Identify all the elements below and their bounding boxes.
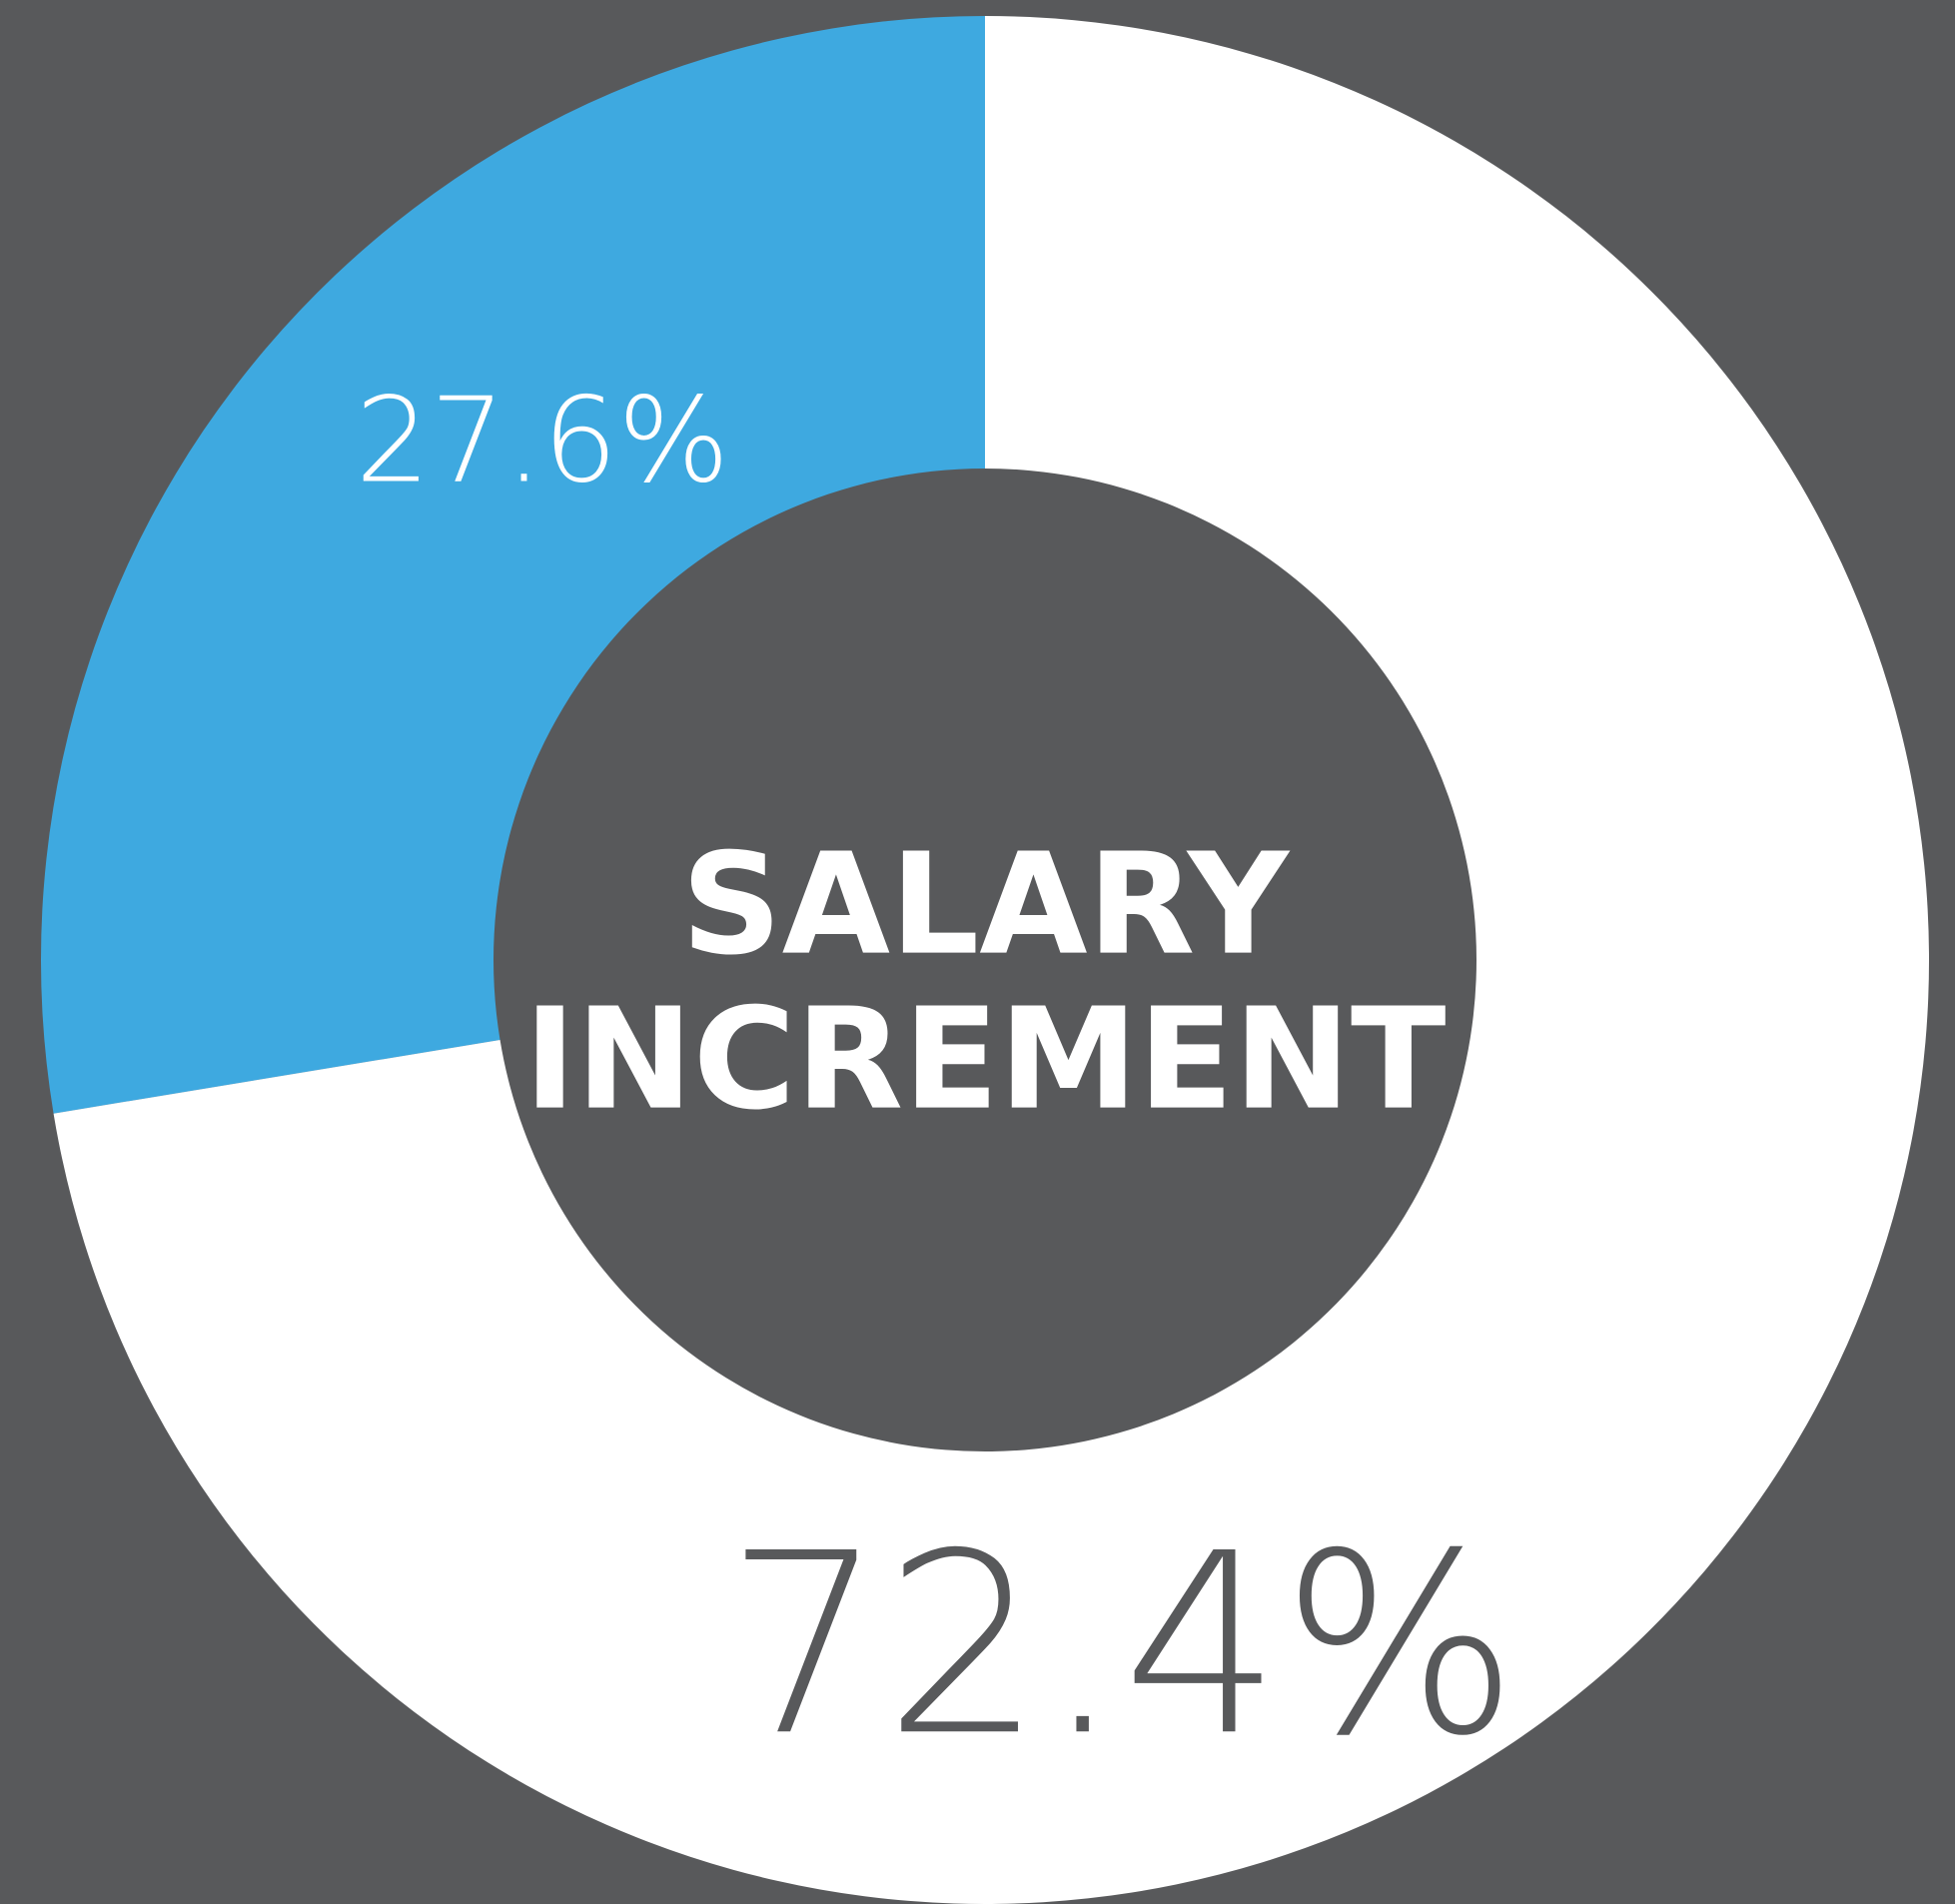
value-label: 72.4% xyxy=(725,1499,1518,1790)
title-line: INCREMENT xyxy=(523,979,1446,1142)
title-line: SALARY xyxy=(681,824,1291,987)
donut-segment xyxy=(40,16,985,1114)
value-label: 27.6% xyxy=(356,371,730,508)
donut-segment xyxy=(53,16,1929,1904)
